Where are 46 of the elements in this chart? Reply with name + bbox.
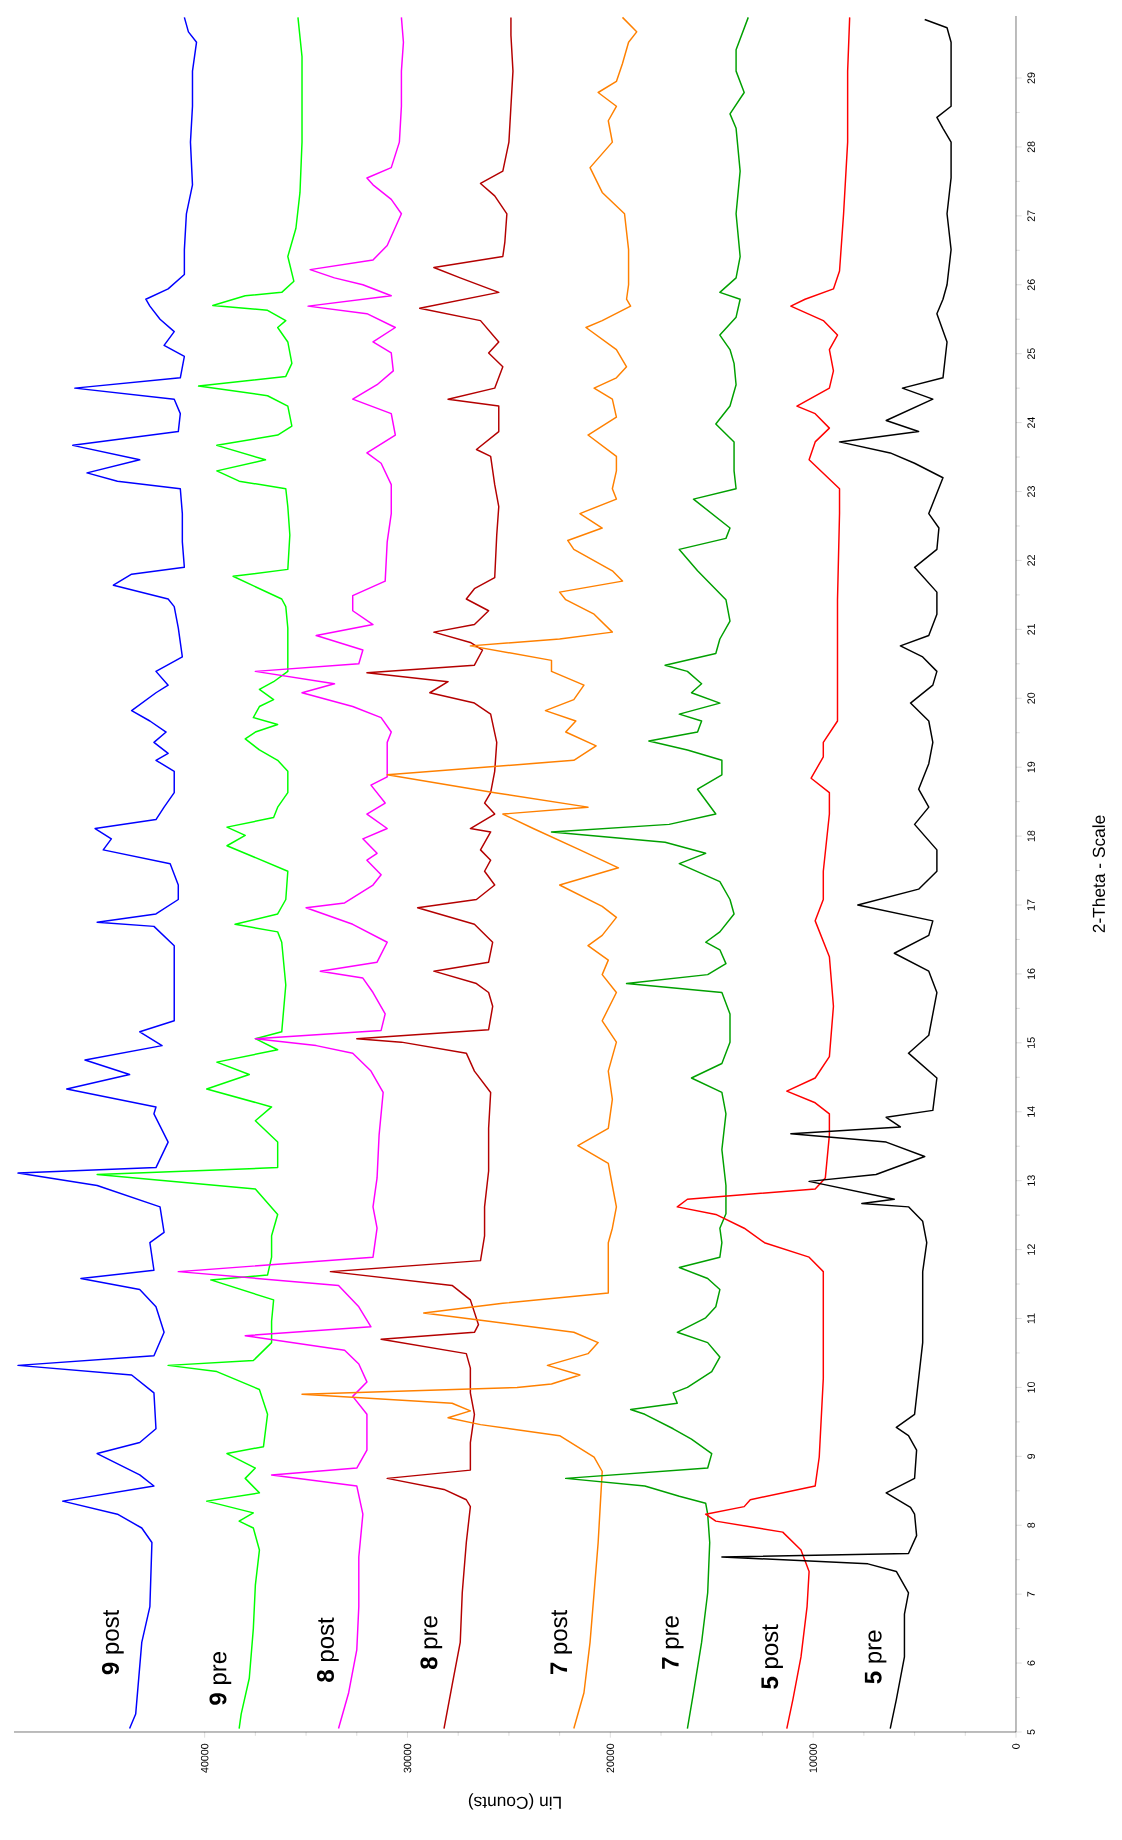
- y-tick-label: 23: [1027, 486, 1035, 497]
- y-tick-label: 20: [1027, 692, 1035, 704]
- x-tick-label: 40000: [200, 1743, 209, 1773]
- y-tick-label: 10: [1027, 1381, 1035, 1393]
- line-series: [301, 16, 638, 1730]
- y-axis-title: 2-Theta - Scale: [1092, 815, 1106, 933]
- y-tick-label: 6: [1027, 1660, 1035, 1666]
- line-series: [550, 16, 749, 1730]
- y-tick-label: 22: [1027, 555, 1035, 566]
- y-tick-label: 18: [1027, 830, 1035, 842]
- line-series: [721, 18, 952, 1730]
- y-tick-label: 29: [1027, 72, 1035, 84]
- y-tick-label: 26: [1027, 279, 1035, 291]
- text: 9 post: [101, 1609, 124, 1675]
- text: 5 pre: [864, 1630, 887, 1684]
- text: 9 pre: [209, 1651, 232, 1705]
- y-tick-label: 17: [1027, 899, 1035, 911]
- y-tick-label: 24: [1027, 416, 1035, 428]
- x-tick-label: 30000: [403, 1743, 412, 1773]
- y-tick-label: 8: [1027, 1522, 1035, 1528]
- x-axis-title: Lin (Counts): [468, 1793, 561, 1810]
- y-tick-label: 11: [1027, 1313, 1035, 1324]
- line-series: [96, 16, 303, 1730]
- x-tick-label: 20000: [606, 1743, 615, 1773]
- y-tick-label: 15: [1027, 1037, 1035, 1048]
- line-series: [177, 16, 405, 1730]
- y-tick-label: 25: [1027, 348, 1035, 360]
- y-tick-label: 9: [1027, 1453, 1035, 1459]
- x-tick-label: 10000: [809, 1743, 817, 1773]
- y-tick-label: 12: [1027, 1244, 1035, 1255]
- text: 8 pre: [420, 1616, 443, 1669]
- y-tick-label: 5: [1027, 1729, 1035, 1735]
- x-tick-label: 0: [1012, 1743, 1020, 1749]
- y-tick-label: 28: [1027, 141, 1035, 153]
- text: 7 pre: [662, 1616, 684, 1669]
- y-tick-label: 7: [1027, 1591, 1035, 1597]
- y-tick-label: 13: [1027, 1175, 1035, 1186]
- y-tick-label: 16: [1027, 968, 1035, 980]
- text: 5 post: [761, 1624, 783, 1689]
- text: 8 post: [316, 1617, 339, 1682]
- y-tick-label: 14: [1027, 1106, 1035, 1117]
- line-series: [17, 16, 198, 1730]
- y-tick-label: 19: [1027, 761, 1035, 773]
- text: 7 post: [550, 1609, 572, 1675]
- y-tick-label: 27: [1027, 210, 1035, 222]
- y-tick-label: 21: [1027, 623, 1035, 635]
